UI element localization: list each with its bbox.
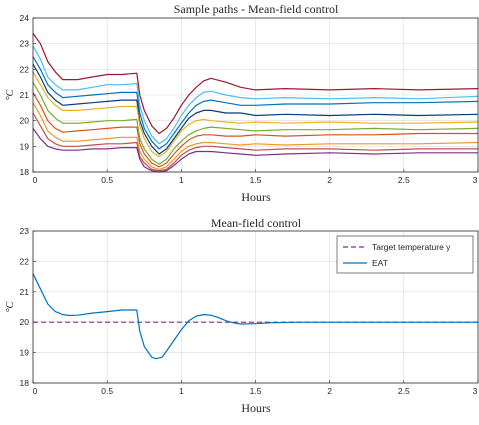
y-tick-label: 23 [20, 226, 30, 236]
series-line-2 [32, 45, 479, 145]
y-tick-label: 21 [20, 90, 30, 100]
series-line-4 [32, 63, 479, 155]
series-line-9 [32, 112, 478, 172]
x-tick-label: 2 [327, 386, 332, 396]
chart-1-ylabel: °C [5, 89, 16, 100]
x-tick-label: 2.5 [398, 175, 410, 185]
y-tick-label: 24 [20, 13, 30, 23]
y-tick-label: 23 [20, 39, 30, 49]
chart-mean-field: Mean-field control 0 0.5 1 1.5 2 2.5 3 18 19 20 21… [5, 216, 479, 415]
series-line-8 [32, 102, 479, 170]
y-tick-label: 21 [20, 287, 30, 297]
series-line-7 [32, 92, 478, 168]
chart-1-title: Sample paths - Mean-field control [174, 2, 339, 16]
legend-label-eat: EAT [372, 258, 388, 268]
chart-1-series [32, 33, 479, 173]
chart-sample-paths: Sample paths - Mean-field control 0 0.5 1 1… [5, 2, 479, 204]
chart-2-tick-labels: 0 0.5 1 1.5 2 2.5 3 18 19 20 21 22 23 [20, 226, 479, 396]
x-tick-label: 0 [33, 175, 38, 185]
y-tick-label: 22 [20, 64, 30, 74]
x-tick-label: 3 [473, 175, 478, 185]
y-tick-label: 18 [20, 167, 30, 177]
legend-box [336, 235, 474, 274]
y-tick-label: 19 [20, 348, 30, 358]
x-tick-label: 1.5 [250, 175, 262, 185]
chart-1-xlabel: Hours [241, 190, 271, 204]
x-tick-label: 0.5 [101, 175, 113, 185]
x-tick-label: 2.5 [398, 386, 410, 396]
x-tick-label: 1.5 [250, 386, 262, 396]
x-tick-label: 0.5 [101, 386, 113, 396]
x-tick-label: 2 [327, 175, 332, 185]
series-line-1 [32, 33, 479, 135]
chart-2-xlabel: Hours [241, 401, 271, 415]
legend-label-target: Target temperature y [372, 242, 451, 252]
chart-2-series [32, 273, 478, 360]
chart-2-legend: Target temperature y EAT [336, 235, 474, 274]
series-line-3 [32, 56, 479, 150]
series-line-2 [32, 273, 478, 360]
y-tick-label: 20 [20, 317, 30, 327]
chart-2-ylabel: °C [5, 301, 16, 312]
chart-1-tick-labels: 0 0.5 1 1.5 2 2.5 3 18 19 20 21 22 23 24 [20, 13, 479, 185]
y-tick-label: 20 [20, 116, 30, 126]
chart-2-title: Mean-field control [211, 216, 302, 230]
series-line-5 [32, 71, 479, 158]
series-line-10 [32, 128, 478, 173]
y-tick-label: 19 [20, 141, 30, 151]
x-tick-label: 3 [473, 386, 478, 396]
y-tick-label: 22 [20, 256, 30, 266]
chart-1-grid [33, 18, 478, 172]
x-tick-label: 1 [179, 175, 184, 185]
x-tick-label: 0 [33, 386, 38, 396]
y-tick-label: 18 [20, 378, 30, 388]
x-tick-label: 1 [179, 386, 184, 396]
series-line-6 [32, 81, 479, 165]
